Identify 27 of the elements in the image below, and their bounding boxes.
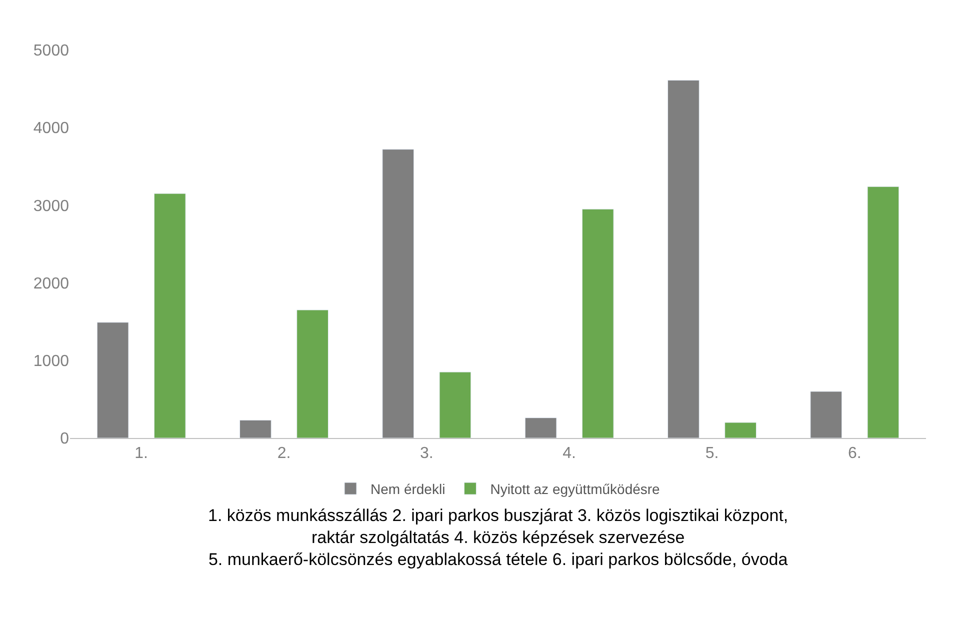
bar: [668, 80, 700, 438]
legend-label: Nem érdekli: [370, 480, 446, 497]
bar: [382, 149, 414, 438]
bar: [96, 322, 129, 438]
bar: [810, 391, 842, 438]
y-tick-label: 4000: [33, 120, 70, 138]
bar: [439, 372, 472, 438]
bar: [296, 310, 328, 438]
x-tick-label: 1.: [134, 445, 148, 462]
bar: [582, 208, 614, 438]
x-tick-label: 4.: [562, 445, 576, 462]
y-tick-label: 2000: [33, 275, 70, 292]
x-tick-label: 5.: [705, 445, 719, 462]
x-tick-label: 6.: [848, 445, 862, 462]
y-tick-label: 0: [60, 430, 70, 448]
y-tick-label: 3000: [33, 198, 70, 215]
y-tick-label: 5000: [33, 42, 70, 60]
bar: [524, 418, 557, 438]
text: 1. közös munkásszállás 2. ipari parkos buszjárat 3. közös logisztikai központ, raktár szolgáltatás 4. közös képzések szervezése 5. munkaerő-kölcsönzés egyablakossá tétele 6. ipari parkos bölcsőde, óvoda: [208, 506, 788, 570]
x-tick-label: 3.: [420, 445, 434, 462]
bar: [240, 420, 272, 438]
legend-label: Nyitott az együttműködésre: [490, 480, 660, 497]
y-tick-label: 1000: [33, 353, 70, 370]
bar: [154, 193, 186, 438]
bar: [724, 422, 756, 438]
x-tick-label: 2.: [277, 445, 291, 462]
bar: [867, 186, 900, 438]
